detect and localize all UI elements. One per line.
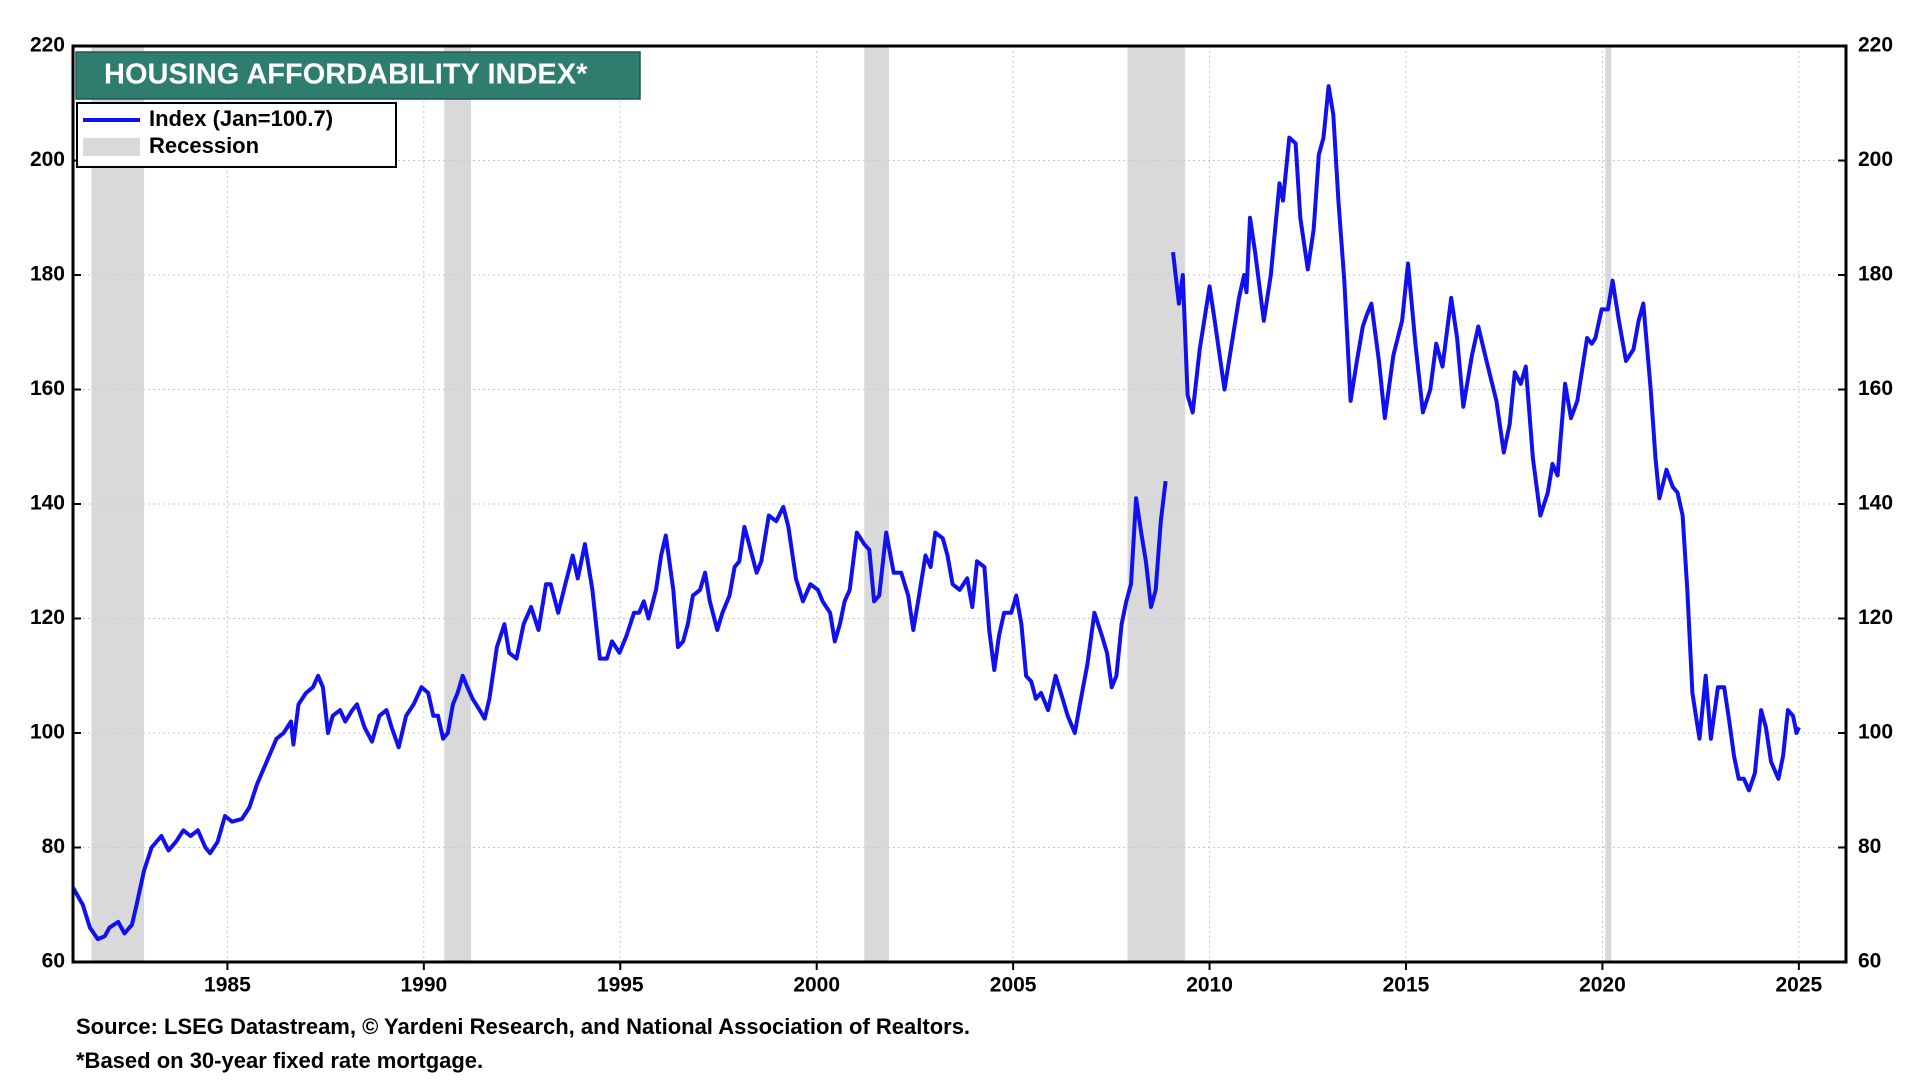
plot-frame [71, 44, 1848, 964]
plot-area: 60 80 100 120 140 160 180 200 220 60 80 100 120 140 16… [30, 34, 1893, 997]
x-tick-label: 1985 [204, 974, 251, 997]
x-tick-label: 1995 [597, 974, 644, 997]
y-tick-label: 180 [30, 263, 65, 286]
x-tick-label: 2000 [793, 974, 840, 997]
y2-tick-label: 120 [1858, 606, 1893, 629]
y-tick-label: 160 [30, 377, 65, 400]
legend-label: Recession [149, 133, 259, 158]
legend-swatch [83, 138, 140, 156]
y-tick-label: 100 [30, 721, 65, 744]
index-line [71, 84, 1801, 942]
y2-tick-label: 160 [1858, 377, 1893, 400]
source-note: Source: LSEG Datastream, © Yardeni Resea… [76, 1014, 970, 1039]
y2-tick-label: 220 [1858, 34, 1893, 57]
x-tick-label: 1990 [400, 974, 447, 997]
y-tick-label: 80 [42, 835, 65, 858]
recession-band [864, 46, 889, 962]
y-tick-label: 120 [30, 606, 65, 629]
x-tick-label: 2025 [1775, 974, 1822, 997]
x-tick-label: 2015 [1383, 974, 1430, 997]
y2-tick-label: 180 [1858, 263, 1893, 286]
legend-box [76, 102, 397, 168]
y2-tick-label: 140 [1858, 492, 1893, 515]
y-tick-label: 200 [30, 148, 65, 171]
y-tick-label: 140 [30, 492, 65, 515]
title-box [75, 51, 641, 100]
chart-title: HOUSING AFFORDABILITY INDEX* [104, 59, 588, 91]
y2-tick-label: 100 [1858, 721, 1893, 744]
x-tick-label: 2020 [1579, 974, 1626, 997]
y-tick-label: 60 [42, 950, 65, 973]
y2-tick-label: 80 [1858, 835, 1881, 858]
y2-tick-label: 60 [1858, 950, 1881, 973]
x-tick-label: 2010 [1186, 974, 1233, 997]
footnote: *Based on 30-year fixed rate mortgage. [76, 1048, 483, 1073]
y-tick-label: 220 [30, 34, 65, 57]
legend-label: Index (Jan=100.7) [149, 106, 333, 131]
y2-tick-label: 200 [1858, 148, 1893, 171]
x-tick-label: 2005 [990, 974, 1037, 997]
recession-band [91, 46, 145, 962]
